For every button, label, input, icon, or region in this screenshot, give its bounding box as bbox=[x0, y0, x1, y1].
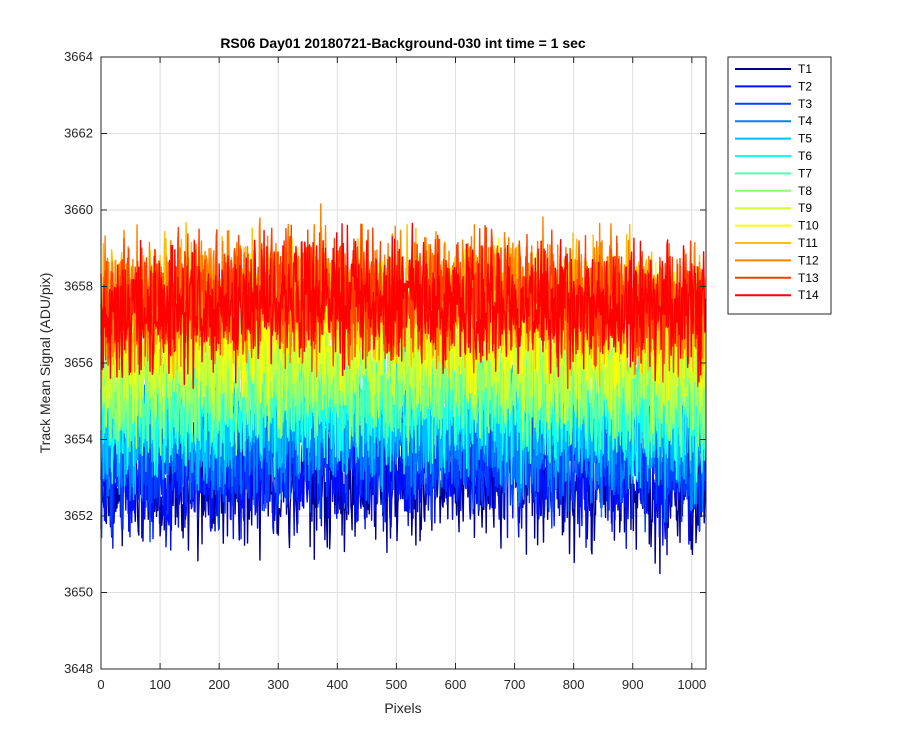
legend-label-t3: T3 bbox=[798, 97, 812, 111]
x-tick-label: 200 bbox=[208, 677, 230, 692]
legend-label-t8: T8 bbox=[798, 184, 812, 198]
series-line-t14 bbox=[100, 222, 707, 389]
legend-label-t6: T6 bbox=[798, 149, 812, 163]
y-axis-title: Track Mean Signal (ADU/pix) bbox=[37, 273, 53, 454]
legend-label-t5: T5 bbox=[798, 132, 812, 146]
legend-label-t9: T9 bbox=[798, 201, 812, 215]
legend-label-t11: T11 bbox=[798, 236, 818, 250]
series-line-t2 bbox=[100, 383, 707, 551]
y-tick-label: 3650 bbox=[64, 585, 93, 600]
x-tick-label: 600 bbox=[445, 677, 467, 692]
chart-title: RS06 Day01 20180721-Background-030 int t… bbox=[220, 35, 586, 51]
legend-label-t14: T14 bbox=[798, 288, 819, 302]
series-line-t13 bbox=[100, 223, 707, 390]
legend-label-t2: T2 bbox=[798, 79, 812, 93]
x-tick-label: 500 bbox=[386, 677, 408, 692]
y-tick-label: 3664 bbox=[64, 49, 93, 64]
x-tick-label: 100 bbox=[149, 677, 171, 692]
y-tick-label: 3656 bbox=[64, 355, 93, 370]
legend-label-t4: T4 bbox=[798, 114, 812, 128]
x-axis-title: Pixels bbox=[384, 700, 421, 716]
y-tick-label: 3648 bbox=[64, 661, 93, 676]
legend: T1 T2 T3 T4 T5 T6 T7 T8 T9 T10 T11 T12 T13 T14 bbox=[727, 56, 832, 315]
x-tick-label: 400 bbox=[326, 677, 348, 692]
series-line-t9 bbox=[100, 266, 706, 449]
series-line-t1 bbox=[100, 394, 707, 575]
legend-label-t12: T12 bbox=[798, 253, 819, 267]
legend-label-t13: T13 bbox=[798, 271, 819, 285]
y-tick-label: 3662 bbox=[64, 126, 93, 141]
y-tick-label: 3654 bbox=[64, 432, 93, 447]
x-tick-label: 300 bbox=[267, 677, 289, 692]
x-tick-label: 700 bbox=[504, 677, 526, 692]
y-tick-label: 3660 bbox=[64, 202, 93, 217]
x-tick-label: 800 bbox=[563, 677, 585, 692]
x-tick-label: 1000 bbox=[677, 677, 706, 692]
legend-label-t10: T10 bbox=[798, 219, 819, 233]
legend-label-t1: T1 bbox=[798, 62, 812, 76]
axis-ticks: 0 100 200 300 400 500 600 700 800 900 1000 3648 3650… bbox=[64, 49, 706, 692]
y-tick-label: 3652 bbox=[64, 508, 93, 523]
legend-label-t7: T7 bbox=[798, 166, 812, 180]
legend-box bbox=[727, 56, 832, 315]
y-tick-label: 3658 bbox=[64, 279, 93, 294]
x-tick-label: 0 bbox=[97, 677, 104, 692]
series-layer bbox=[100, 203, 707, 575]
x-tick-label: 900 bbox=[622, 677, 644, 692]
